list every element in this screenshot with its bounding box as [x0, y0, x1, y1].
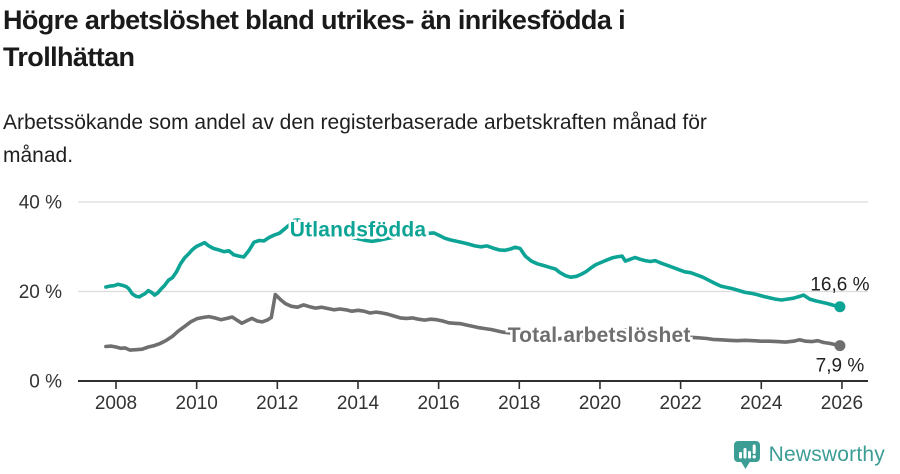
x-axis-label-2008: 2008: [95, 393, 137, 414]
newsworthy-branding: Newsworthy: [733, 440, 885, 470]
x-axis-label-2020: 2020: [579, 393, 621, 414]
y-axis-label-40: 40 %: [19, 193, 62, 214]
bar-small: [738, 452, 742, 459]
x-axis-label-2024: 2024: [740, 393, 783, 414]
series-line-1: [104, 292, 842, 352]
series-name-label-0: Utlandsfödda: [290, 218, 427, 241]
x-axis-label-2026: 2026: [821, 393, 863, 414]
brand-name: Newsworthy: [768, 443, 885, 466]
bar-tall: [743, 448, 747, 459]
series-end-value-label-0: 16,6 %: [810, 275, 869, 296]
x-axis-label-2018: 2018: [498, 393, 540, 414]
chart-subtitle-line1: Arbetssökande som andel av den registerb…: [3, 111, 707, 134]
series-line-0: [104, 218, 842, 309]
y-axis-label-0: 0 %: [29, 372, 62, 393]
y-axis-label-20: 20 %: [19, 282, 62, 303]
page-title: Högre arbetslöshet bland utrikes- än inr…: [3, 2, 883, 77]
series-end-dot-1: [834, 340, 846, 352]
series-name-label-1: Total arbetslöshet: [508, 324, 691, 347]
x-axis-label-2010: 2010: [176, 393, 218, 414]
chart-subtitle-line2: månad.: [3, 144, 74, 168]
series-end-dot-0: [834, 301, 846, 313]
page-title-line1: Högre arbetslöshet bland utrikes- än inr…: [3, 5, 626, 35]
chart-header: Högre arbetslöshet bland utrikes- än inr…: [3, 2, 883, 77]
page-title-line2: Trollhättan: [3, 42, 135, 73]
x-axis-label-2022: 2022: [659, 393, 701, 414]
speech-bubble-shape: [733, 441, 760, 469]
newsworthy-logo-icon: [733, 441, 760, 469]
exclamation-stem: [752, 444, 756, 454]
exclamation-dot: [752, 455, 756, 459]
series-end-value-label-1: 7,9 %: [816, 356, 865, 377]
x-axis-label-2016: 2016: [417, 393, 459, 414]
x-axis-label-2012: 2012: [256, 393, 298, 414]
bar-medium: [747, 451, 751, 459]
x-axis-label-2014: 2014: [337, 393, 380, 414]
chart-subtitle: Arbetssökande som andel av den registerb…: [3, 106, 863, 172]
